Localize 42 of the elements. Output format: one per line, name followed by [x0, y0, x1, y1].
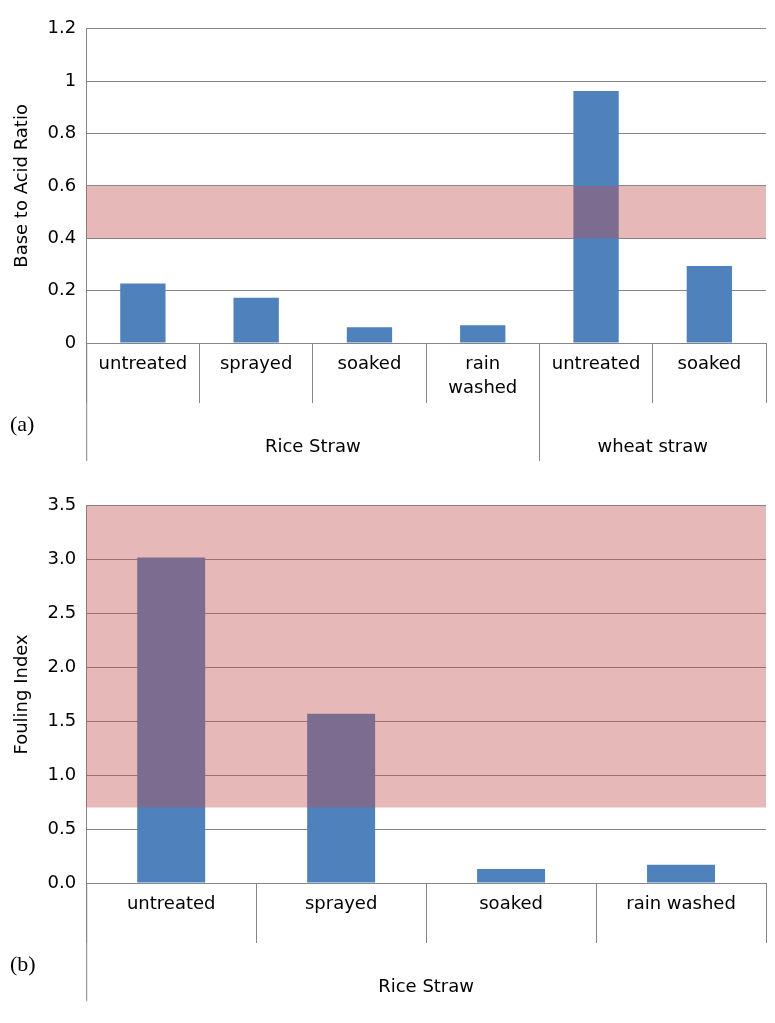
x-tick-label: soaked — [337, 351, 402, 373]
y-tick-label: 2.5 — [47, 601, 77, 623]
y-tick-label: 2.0 — [47, 655, 77, 677]
text: wheat straw — [597, 434, 709, 456]
y-tick-label: 0.5 — [47, 816, 77, 838]
y-tick-label: 0.0 — [47, 870, 77, 892]
y-tick-label: 3.0 — [47, 547, 77, 569]
bar — [477, 868, 546, 883]
y-tick-label: 0.4 — [47, 225, 77, 247]
y-axis-title: Base to Acid Ratio — [10, 104, 32, 268]
x-tick-label: untreated — [551, 351, 641, 373]
x-tick-label: rain washed — [448, 351, 518, 397]
bar — [460, 325, 506, 343]
bar — [120, 283, 166, 343]
text: Rice Straw — [378, 974, 475, 996]
x-tick-label: soaked — [677, 351, 742, 373]
bar — [307, 713, 376, 883]
y-tick-label: 0.2 — [47, 278, 77, 300]
y-tick-label: 1.0 — [47, 762, 77, 784]
bar — [686, 266, 733, 343]
y-axis-title: Fouling Index — [10, 633, 32, 755]
text: Rice Straw — [264, 434, 361, 456]
x-tick-label: rain washed — [626, 891, 736, 913]
y-tick-label: 3.5 — [47, 493, 77, 515]
x-tick-label: untreated — [98, 351, 188, 373]
x-tick-label: untreated — [126, 891, 216, 913]
bar — [233, 297, 279, 343]
x-tick-label: sprayed — [219, 351, 293, 373]
bar — [647, 864, 716, 883]
y-tick-label: 1.5 — [47, 709, 77, 731]
y-tick-label: 1.2 — [47, 16, 77, 38]
y-tick-label: 1 — [64, 68, 77, 90]
y-tick-label: 0.8 — [47, 121, 77, 143]
bar — [573, 91, 619, 343]
bar — [346, 327, 393, 343]
x-tick-label: soaked — [479, 891, 543, 913]
y-tick-label: 0.6 — [47, 173, 77, 195]
text: (b) — [10, 950, 36, 976]
text: (a) — [10, 410, 35, 436]
bar — [137, 557, 206, 883]
x-tick-label: sprayed — [304, 891, 378, 913]
y-tick-label: 0 — [64, 330, 77, 352]
